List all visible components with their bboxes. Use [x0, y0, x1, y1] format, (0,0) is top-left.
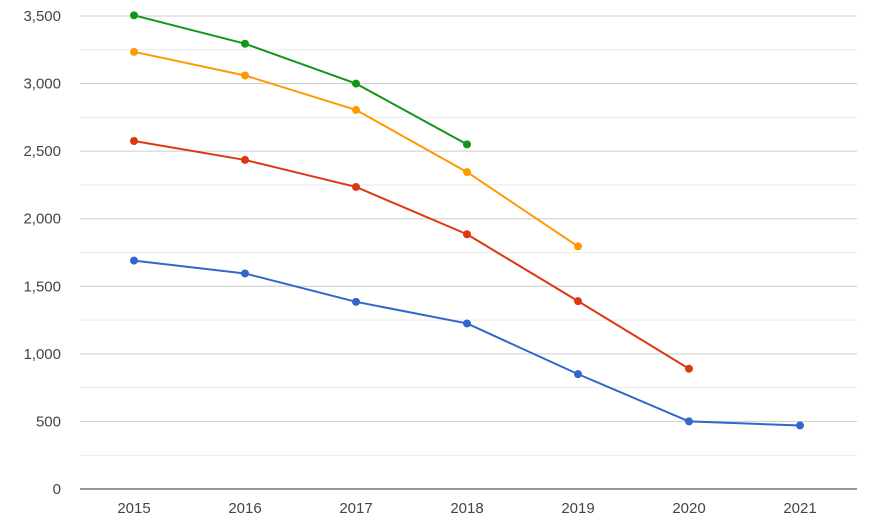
y-tick-label: 3,500 [23, 8, 61, 25]
series-line-1 [133, 259, 801, 427]
y-tick-label: 3,000 [23, 76, 61, 93]
data-point[interactable] [685, 364, 693, 373]
y-tick-label: 0 [53, 481, 61, 498]
data-point[interactable] [574, 370, 582, 379]
data-point[interactable] [241, 269, 249, 278]
data-point[interactable] [463, 319, 471, 328]
data-point[interactable] [241, 155, 249, 164]
data-point[interactable] [352, 79, 360, 88]
y-tick-label: 2,000 [23, 211, 61, 228]
x-tick-label: 2015 [117, 500, 150, 517]
data-point[interactable] [241, 71, 249, 80]
y-tick-label: 2,500 [23, 143, 61, 160]
data-point[interactable] [574, 242, 582, 251]
data-point[interactable] [352, 182, 360, 191]
data-point[interactable] [130, 47, 138, 56]
x-tick-label: 2017 [339, 500, 372, 517]
x-tick-label: 2021 [783, 500, 816, 517]
x-tick-label: 2016 [228, 500, 261, 517]
series-line-2 [133, 140, 690, 370]
data-point[interactable] [130, 11, 138, 20]
data-point[interactable] [463, 140, 471, 149]
series-lines [133, 14, 801, 427]
y-tick-label: 500 [36, 413, 61, 430]
x-tick-label: 2019 [561, 500, 594, 517]
data-point[interactable] [463, 168, 471, 177]
y-axis-tick-labels: 0 500 1,000 1,500 2,000 2,500 3,000 3,500 [23, 8, 61, 498]
y-tick-label: 1,000 [23, 346, 61, 363]
series-points [130, 11, 804, 430]
data-point[interactable] [463, 230, 471, 239]
data-point[interactable] [574, 297, 582, 306]
data-point[interactable] [241, 39, 249, 48]
x-axis-tick-labels: 2015 2016 2017 2018 2019 2020 2021 [117, 500, 816, 517]
gridlines [80, 15, 857, 456]
data-point[interactable] [352, 105, 360, 114]
x-tick-label: 2018 [450, 500, 483, 517]
data-point[interactable] [352, 297, 360, 306]
data-point[interactable] [796, 421, 804, 430]
y-tick-label: 1,500 [23, 278, 61, 295]
x-tick-label: 2020 [672, 500, 705, 517]
data-point[interactable] [685, 417, 693, 426]
data-point[interactable] [130, 137, 138, 146]
data-point[interactable] [130, 256, 138, 265]
series-line-4 [133, 14, 468, 146]
